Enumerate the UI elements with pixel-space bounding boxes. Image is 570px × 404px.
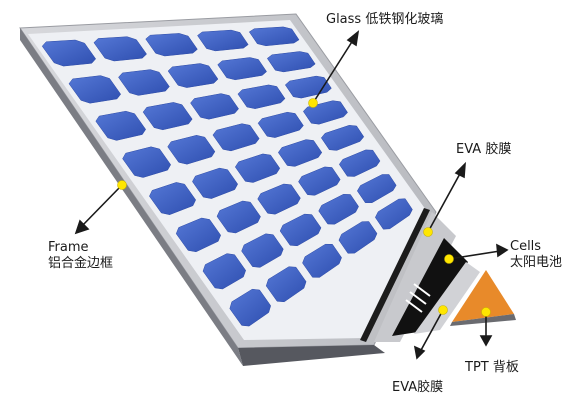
solar-cell xyxy=(202,253,246,290)
solar-cell xyxy=(145,33,198,57)
solar-cell xyxy=(197,29,249,52)
solar-cell xyxy=(248,26,300,47)
glass-arrow xyxy=(312,36,356,104)
glass-label: Glass 低铁钢化玻璃 xyxy=(326,12,443,28)
dark-edge-line xyxy=(360,208,430,342)
frame-label-zh: 铝合金边框 xyxy=(48,256,114,271)
solar-cell xyxy=(175,217,221,253)
panel-frame-left-side xyxy=(20,28,243,366)
cells-label-zh: 太阳电池 xyxy=(510,255,563,270)
tpt-label-text: TPT 背板 xyxy=(465,360,519,376)
solar-cell xyxy=(318,194,359,225)
cells-arrowhead xyxy=(496,243,509,258)
eva-bottom-label-en: EVA xyxy=(392,380,418,395)
solar-cell xyxy=(257,183,301,215)
eva-top-label-en: EVA xyxy=(456,142,482,157)
solar-cell xyxy=(122,146,171,178)
tpt-arrowhead xyxy=(479,335,493,347)
solar-cell xyxy=(257,111,304,138)
solar-cell xyxy=(167,135,216,165)
cells-marker xyxy=(444,254,454,264)
eva-top-label: EVA 胶膜 xyxy=(456,142,511,158)
glass-label-text: Glass 低铁钢化玻璃 xyxy=(326,12,443,28)
tpt-section xyxy=(452,270,514,322)
glass-label-zh: 低铁钢化玻璃 xyxy=(365,12,444,27)
eva-top-arrowhead xyxy=(454,161,466,179)
solar-cell xyxy=(375,198,413,230)
eva-top-label-text: EVA 胶膜 xyxy=(456,142,511,158)
solar-cell xyxy=(266,51,316,73)
eva-top-marker xyxy=(423,227,433,237)
eva-bottom-marker xyxy=(438,305,448,315)
solar-cell xyxy=(212,123,260,152)
solar-cell xyxy=(265,266,307,303)
callout-markers xyxy=(117,98,491,317)
cells-arrow xyxy=(448,250,501,260)
solar-cell xyxy=(118,69,170,96)
solar-cell xyxy=(229,288,271,327)
solar-cell xyxy=(338,149,381,177)
solar-cell xyxy=(298,166,341,196)
eva-bottom-label: EVA胶膜 xyxy=(392,380,443,396)
solar-cell xyxy=(142,102,193,131)
frame-arrow xyxy=(79,184,123,229)
eva-bottom-arrowhead xyxy=(413,345,426,360)
solar-cell xyxy=(95,110,147,141)
cells-label-en: Cells xyxy=(510,239,542,254)
tpt-label: TPT 背板 xyxy=(465,360,519,376)
solar-cell xyxy=(338,221,378,254)
eva-top-label-zh: 胶膜 xyxy=(485,142,512,157)
eva-bottom-label-zh: 胶膜 xyxy=(417,380,444,395)
solar-cell xyxy=(234,153,281,183)
solar-cell xyxy=(357,174,397,203)
solar-cell xyxy=(320,125,365,151)
tpt-label-en: TPT xyxy=(465,360,489,375)
eva-bottom-label-text: EVA胶膜 xyxy=(392,380,443,396)
glass-arrowhead xyxy=(346,30,360,47)
solar-cell xyxy=(41,39,97,67)
callout-arrows xyxy=(74,30,509,360)
solar-cell xyxy=(279,213,322,247)
solar-cell xyxy=(149,182,196,215)
glass-marker xyxy=(308,98,318,108)
tpt-marker xyxy=(481,307,491,317)
solar-cell xyxy=(192,167,238,199)
frame-marker xyxy=(117,180,127,190)
frame-label: Frame 铝合金边框 xyxy=(48,240,113,272)
panel-frame-side xyxy=(238,345,385,366)
solar-cell xyxy=(302,243,342,278)
tpt-label-zh: 背板 xyxy=(492,360,519,375)
solar-cell xyxy=(190,93,239,120)
frame-label-en: Frame xyxy=(48,240,89,255)
solar-cell xyxy=(93,36,147,62)
glass-label-en: Glass xyxy=(326,12,362,27)
solar-cell xyxy=(167,63,219,88)
cells-label: Cells 太阳电池 xyxy=(510,239,562,271)
eva-bottom-arrow xyxy=(419,309,444,353)
solar-cell xyxy=(277,139,323,167)
eva-top-arrow xyxy=(427,169,463,233)
solar-cell xyxy=(217,57,267,81)
tpt-section-edge xyxy=(450,314,516,326)
solar-cell xyxy=(241,233,284,268)
eva-section-bottom xyxy=(414,262,480,334)
solar-cell xyxy=(216,200,261,234)
frame-arrowhead xyxy=(74,219,90,235)
cell-ribbons xyxy=(405,283,431,313)
solar-cell xyxy=(68,75,122,104)
solar-cells-grid xyxy=(41,26,413,327)
eva-section-top xyxy=(374,212,456,342)
solar-cell xyxy=(237,84,286,109)
